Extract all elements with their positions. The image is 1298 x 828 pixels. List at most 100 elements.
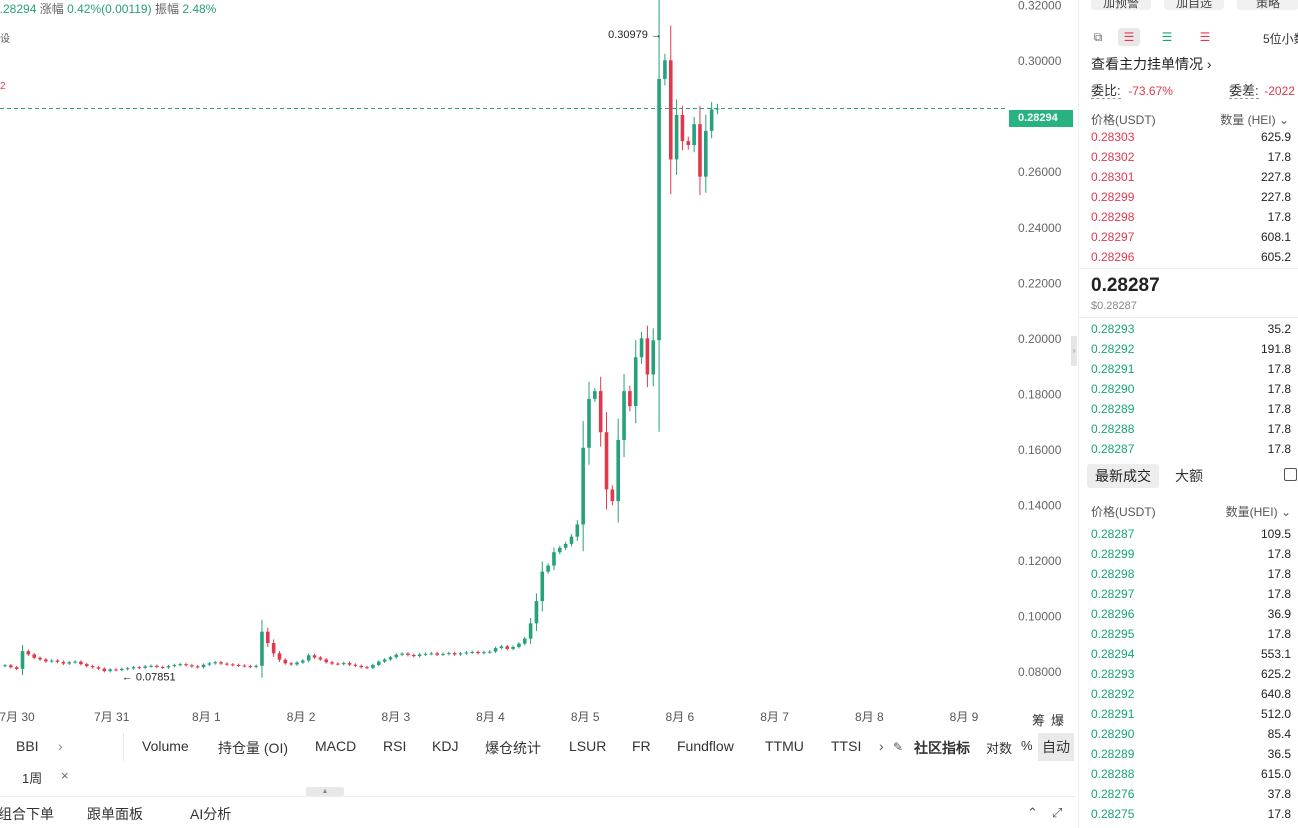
axis-extra-labels[interactable]: 筹爆 [1032, 710, 1070, 729]
candlestick-chart[interactable]: 0.320000.300000.280000.260000.240000.220… [0, 0, 1076, 730]
auto-scale-toggle[interactable]: 自动 [1038, 733, 1074, 761]
both-sides-icon[interactable]: ☰ [1118, 28, 1140, 46]
asks-only-icon[interactable]: ☰ [1199, 30, 1211, 44]
percent-scale-toggle[interactable]: % [1021, 738, 1033, 753]
candle-body [447, 653, 451, 655]
ask-qty: 608.1 [1260, 230, 1291, 244]
trade-row[interactable]: 0.28299 17.8 [1091, 544, 1291, 564]
bid-row[interactable]: 0.28290 17.8 [1091, 379, 1291, 399]
ask-qty: 17.8 [1267, 210, 1291, 224]
bids-only-icon[interactable]: ☰ [1161, 30, 1173, 44]
trade-row[interactable]: 0.28292 640.8 [1091, 684, 1291, 704]
last-price-block: 0.28287 $0.28287 [1079, 268, 1298, 318]
trade-row[interactable]: 0.28298 17.8 [1091, 564, 1291, 584]
candle-body [155, 665, 159, 667]
trade-row[interactable]: 0.28275 17.8 [1091, 804, 1291, 824]
date-axis-label: 8月 6 [666, 710, 695, 724]
indicator-oi[interactable]: 持仓量 (OI) [218, 740, 288, 756]
chevron-right-icon[interactable]: › [879, 738, 884, 754]
indicator-bbi[interactable]: BBI [16, 738, 39, 754]
log-scale-toggle[interactable]: 对数 [986, 741, 1013, 756]
ask-price: 0.28298 [1091, 210, 1135, 224]
close-icon[interactable]: × [61, 768, 69, 783]
liquidation-label[interactable]: 爆 [1051, 713, 1065, 728]
chip-label[interactable]: 筹 [1032, 713, 1046, 728]
bid-qty: 17.8 [1267, 362, 1291, 376]
date-axis-label: 8月 7 [760, 710, 789, 724]
bid-row[interactable]: 0.28289 17.8 [1091, 399, 1291, 419]
tab-latest-trades[interactable]: 最新成交 [1087, 464, 1159, 488]
panel-collapse-handle[interactable]: › [1071, 336, 1077, 366]
edit-icon[interactable]: ✎ [893, 740, 904, 754]
collapse-handle[interactable]: ▲ [306, 787, 344, 796]
indicator-lsur[interactable]: LSUR [569, 738, 607, 754]
date-axis-label: 8月 9 [950, 710, 979, 724]
indicator-kdj[interactable]: KDJ [432, 738, 459, 754]
expand-icon[interactable]: ⤢ [1052, 805, 1063, 820]
depth-link[interactable]: 查看主力挂单情况 › [1091, 54, 1212, 74]
candle-body [225, 663, 229, 665]
bid-row[interactable]: 0.28292 191.8 [1091, 339, 1291, 359]
tab-ai-analysis[interactable]: AI分析 [190, 806, 232, 822]
tab-copy-trading[interactable]: 跟单面板 [87, 806, 143, 822]
high-annotation: 0.30979 → [608, 29, 662, 41]
add-alert-button[interactable]: 加预警 [1091, 0, 1151, 10]
indicator-ttmu[interactable]: TTMU [765, 738, 804, 754]
trade-row[interactable]: 0.28276 37.8 [1091, 784, 1291, 804]
indicator-liquidation[interactable]: 爆仓统计 [485, 740, 541, 756]
indicator-fundflow[interactable]: Fundflow [677, 738, 734, 754]
bid-row[interactable]: 0.28287 17.8 [1091, 439, 1291, 459]
candle-body [406, 653, 410, 655]
ask-row[interactable]: 0.28297 608.1 [1091, 227, 1291, 247]
trade-row[interactable]: 0.28288 615.0 [1091, 764, 1291, 784]
chevron-up-icon[interactable]: ⌃ [1027, 805, 1038, 820]
chevron-right-icon[interactable]: › [58, 738, 63, 754]
indicator-fr[interactable]: FR [632, 738, 651, 754]
candle-body [674, 115, 679, 160]
bid-qty: 17.8 [1267, 422, 1291, 436]
trade-row[interactable]: 0.28297 17.8 [1091, 584, 1291, 604]
trades-header-qty[interactable]: 数量(HEI) ⌄ [1226, 503, 1291, 520]
trade-row[interactable]: 0.28296 36.9 [1091, 604, 1291, 624]
candle-body [482, 652, 486, 654]
header-qty[interactable]: 数量 (HEI) ⌄ [1220, 111, 1289, 128]
strategy-button[interactable]: 策略 [1237, 0, 1298, 10]
ask-row[interactable]: 0.28298 17.8 [1091, 207, 1291, 227]
ask-row[interactable]: 0.28299 227.8 [1091, 187, 1291, 207]
candle-body [569, 536, 574, 544]
trade-qty: 17.8 [1267, 567, 1291, 581]
period-label[interactable]: 1周 [22, 771, 43, 786]
add-favorite-button[interactable]: 加自选 [1164, 0, 1224, 10]
candle-body [236, 665, 241, 666]
trade-row[interactable]: 0.28291 512.0 [1091, 704, 1291, 724]
ask-row[interactable]: 0.28296 605.2 [1091, 247, 1291, 267]
bid-row[interactable]: 0.28291 17.8 [1091, 359, 1291, 379]
popout-icon[interactable]: ⧉ [1093, 30, 1103, 44]
tab-combo-order[interactable]: 组合下单 [0, 806, 54, 822]
candle-body [79, 661, 83, 665]
large-filter-checkbox[interactable] [1284, 468, 1297, 481]
bid-row[interactable]: 0.28293 35.2 [1091, 319, 1291, 339]
indicator-rsi[interactable]: RSI [383, 738, 407, 754]
bid-row[interactable]: 0.28288 17.8 [1091, 419, 1291, 439]
trade-row[interactable]: 0.28294 553.1 [1091, 644, 1291, 664]
chart-canvas[interactable]: 0.320000.300000.280000.260000.240000.220… [0, 0, 1076, 730]
candle-body [686, 141, 691, 145]
trade-row[interactable]: 0.28287 109.5 [1091, 524, 1291, 544]
indicator-volume[interactable]: Volume [142, 738, 189, 754]
indicator-macd[interactable]: MACD [315, 738, 357, 754]
community-indicators[interactable]: 社区指标 [914, 740, 970, 756]
ask-row[interactable]: 0.28302 17.8 [1091, 147, 1291, 167]
indicator-ttsi[interactable]: TTSI [831, 738, 862, 754]
trade-row[interactable]: 0.28293 625.2 [1091, 664, 1291, 684]
precision-select[interactable]: 5位小数 [1263, 32, 1298, 46]
candle-body [417, 654, 422, 657]
ask-row[interactable]: 0.28301 227.8 [1091, 167, 1291, 187]
trade-row[interactable]: 0.28290 85.4 [1091, 724, 1291, 744]
tab-large-trades[interactable]: 大额 [1175, 468, 1203, 484]
price-axis-label: 0.26000 [1018, 165, 1062, 179]
ratio-value: -73.67% [1128, 84, 1173, 98]
ask-row[interactable]: 0.28303 625.9 [1091, 127, 1291, 147]
trade-row[interactable]: 0.28289 36.5 [1091, 744, 1291, 764]
trade-row[interactable]: 0.28295 17.8 [1091, 624, 1291, 644]
